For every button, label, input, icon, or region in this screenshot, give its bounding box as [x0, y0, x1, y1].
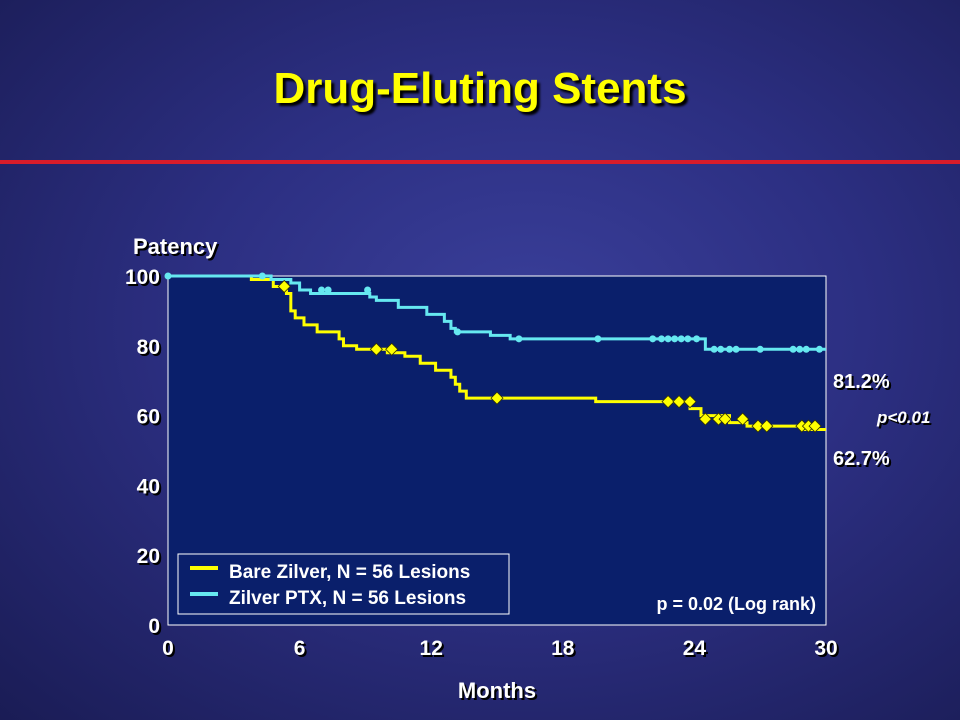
y-tick-label: 20	[137, 545, 160, 568]
censor-marker-ptx	[664, 335, 672, 343]
y-tick-label: 0	[148, 615, 160, 638]
ptx-final-label: 81.2%	[833, 371, 890, 393]
censor-marker-ptx	[658, 335, 665, 343]
censor-marker-ptx	[684, 335, 692, 343]
censor-marker-bare	[736, 412, 750, 426]
censor-marker-ptx	[671, 335, 679, 343]
x-tick-label: 30	[814, 637, 837, 660]
censor-marker-ptx	[796, 345, 804, 353]
y-tick-label: 40	[137, 475, 160, 498]
x-tick-label: 0	[162, 637, 174, 660]
censor-marker-ptx	[693, 335, 701, 343]
censor-marker-bare	[490, 391, 504, 405]
censor-marker-ptx	[258, 272, 266, 280]
censor-marker-ptx	[364, 286, 372, 294]
censor-marker-bare	[277, 279, 291, 294]
x-tick-label: 24	[683, 637, 707, 660]
censor-marker-ptx	[164, 272, 172, 280]
legend-label-bare: Bare Zilver, N = 56 Lesions	[229, 562, 470, 583]
censor-marker-ptx	[815, 345, 823, 353]
x-tick-label: 12	[420, 637, 443, 660]
series-line-bare	[168, 274, 826, 432]
y-tick-label: 100	[125, 266, 160, 289]
censor-marker-bare	[672, 395, 686, 409]
y-tick-label: 60	[137, 406, 160, 429]
censor-marker-ptx	[725, 345, 733, 353]
censor-marker-ptx	[649, 335, 657, 343]
censor-marker-ptx	[789, 345, 797, 353]
x-tick-label: 18	[551, 637, 575, 660]
title-divider	[0, 160, 960, 164]
censor-marker-ptx	[802, 345, 810, 353]
series-line-ptx	[168, 274, 826, 351]
censor-marker-ptx	[732, 345, 740, 353]
logrank-label: p = 0.02 (Log rank)	[656, 594, 816, 614]
censor-marker-bare	[751, 419, 765, 433]
y-tick-label: 80	[137, 336, 160, 359]
censor-marker-bare	[385, 342, 399, 356]
censor-marker-bare	[661, 395, 675, 409]
censor-marker-ptx	[515, 335, 523, 343]
legend-label-ptx: Zilver PTX, N = 56 Lesions	[229, 588, 466, 609]
censor-marker-bare	[683, 395, 697, 409]
censor-marker-bare	[369, 342, 383, 356]
bare-final-label: 62.7%	[833, 448, 890, 470]
censor-marker-ptx	[454, 328, 462, 336]
censor-marker-bare	[718, 412, 732, 426]
censor-marker-ptx	[677, 335, 685, 343]
x-axis-label: Months	[458, 678, 536, 703]
censor-marker-bare	[698, 412, 712, 426]
slide-title: Drug-Eluting Stents	[273, 64, 687, 113]
censor-marker-ptx	[324, 286, 332, 294]
legend: Bare Zilver, N = 56 Lesions Zilver PTX, …	[177, 553, 510, 615]
censor-marker-ptx	[710, 345, 718, 353]
x-tick-label: 6	[294, 637, 306, 660]
y-axis-label: Patency	[133, 234, 218, 259]
censor-marker-bare	[760, 419, 774, 433]
censor-marker-ptx	[756, 345, 764, 353]
censor-marker-ptx	[717, 345, 725, 353]
censor-marker-bare	[808, 419, 822, 433]
censor-marker-ptx	[318, 286, 326, 294]
censor-marker-ptx	[594, 335, 602, 343]
pvalue-label: p<0.01	[876, 408, 930, 427]
